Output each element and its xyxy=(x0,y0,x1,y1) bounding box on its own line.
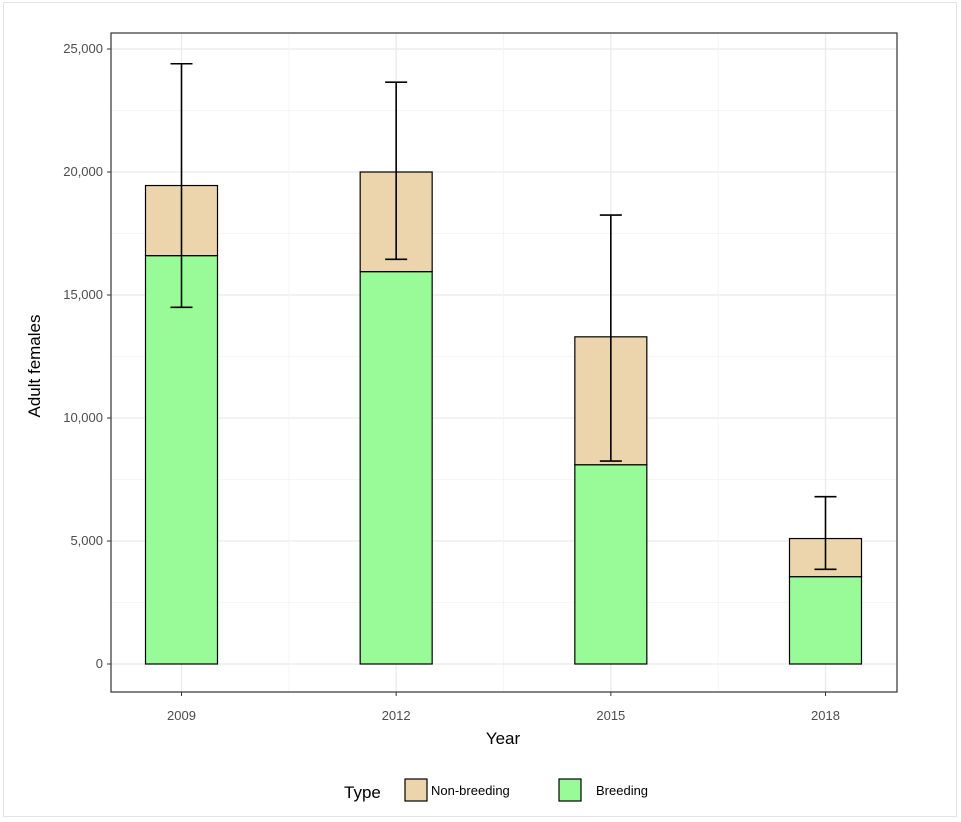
legend-title: Type xyxy=(344,783,381,802)
x-tick-label: 2012 xyxy=(382,708,411,723)
legend-label-non-breeding: Non-breeding xyxy=(431,783,510,798)
y-tick-label: 10,000 xyxy=(63,410,103,425)
y-axis-ticks: 0 5,000 10,000 15,000 20,000 25,000 xyxy=(63,41,111,671)
y-tick-label: 20,000 xyxy=(63,164,103,179)
error-bars xyxy=(170,62,837,571)
y-tick-label: 5,000 xyxy=(70,533,103,548)
x-tick-label: 2015 xyxy=(596,708,625,723)
x-axis-ticks: 2009 2012 2015 2018 xyxy=(167,692,840,723)
x-tick-label: 2018 xyxy=(811,708,840,723)
y-tick-label: 25,000 xyxy=(63,41,103,56)
legend-swatch-breeding xyxy=(558,778,582,802)
grid-lines xyxy=(111,33,897,692)
bar-breeding-2018 xyxy=(788,576,863,665)
y-axis-title: Adult females xyxy=(25,315,44,418)
bars xyxy=(144,171,863,665)
bar-breeding-2012 xyxy=(359,271,433,665)
x-axis-title: Year xyxy=(486,729,521,748)
legend-label-breeding: Breeding xyxy=(596,783,648,798)
y-tick-label: 0 xyxy=(96,656,103,671)
y-tick-label: 15,000 xyxy=(63,287,103,302)
legend-swatch-non-breeding xyxy=(404,778,428,802)
bar-breeding-2015 xyxy=(574,464,648,665)
x-tick-label: 2009 xyxy=(167,708,196,723)
bar-breeding-2009 xyxy=(144,255,219,665)
legend: Type Non-breeding Breeding xyxy=(344,778,648,802)
chart-frame xyxy=(3,2,957,817)
plot-panel-border xyxy=(110,32,898,693)
